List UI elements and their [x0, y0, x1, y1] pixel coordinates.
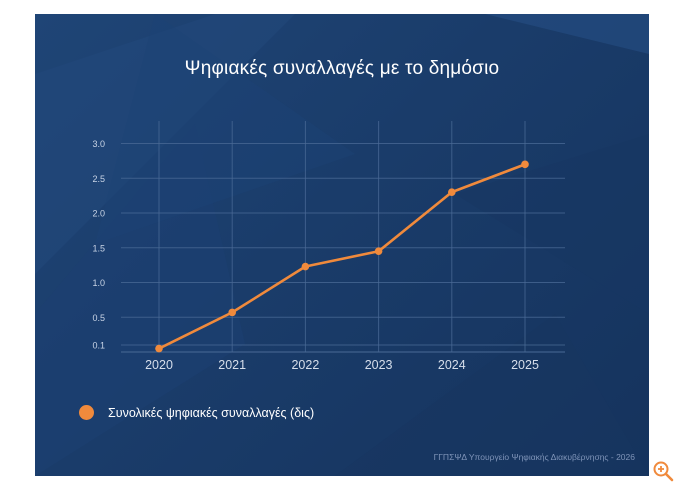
data-point[interactable] — [228, 308, 236, 317]
legend-label: Συνολικές ψηφιακές συναλλαγές (δις) — [108, 405, 315, 420]
background-facets — [35, 14, 649, 476]
data-point[interactable] — [521, 160, 529, 169]
data-point[interactable] — [155, 344, 163, 353]
x-tick-label: 2020 — [145, 358, 173, 372]
legend-swatch — [79, 405, 94, 420]
y-tick-label: 1.5 — [92, 243, 105, 253]
y-tick-label: 3.0 — [92, 139, 105, 149]
data-point[interactable] — [301, 262, 310, 271]
chart-title: Ψηφιακές συναλλαγές με το δημόσιο — [184, 58, 500, 79]
footer-credit: ΓΓΠΣΨΔ Υπουργείο Ψηφιακής Διακυβέρνησης … — [433, 452, 635, 462]
zoom-in-button[interactable] — [651, 459, 675, 483]
y-tick-label: 1.0 — [92, 278, 105, 288]
zoom-in-icon — [653, 461, 674, 482]
series-line — [158, 163, 526, 350]
y-tick-label: 0.1 — [92, 341, 105, 351]
x-tick-label: 2022 — [291, 358, 319, 372]
legend[interactable]: Συνολικές ψηφιακές συναλλαγές (δις) — [79, 405, 314, 420]
y-tick-label: 2.0 — [92, 209, 105, 219]
x-tick-label: 2021 — [218, 358, 246, 372]
y-tick-label: 0.5 — [92, 313, 105, 323]
line-chart: 3.0 2.5 2.0 1.5 1.0 0.5 0.1 2020 2021 2022 2023 202… — [92, 121, 565, 372]
x-tick-label: 2023 — [365, 358, 393, 372]
y-tick-label: 2.5 — [92, 174, 105, 184]
x-tick-label: 2024 — [438, 358, 466, 372]
chart-panel: Ψηφιακές συναλλαγές με το δημόσιο 3.0 2.5… — [35, 14, 649, 476]
x-tick-label: 2025 — [511, 358, 539, 372]
data-point[interactable] — [374, 247, 383, 256]
data-point[interactable] — [448, 188, 456, 196]
